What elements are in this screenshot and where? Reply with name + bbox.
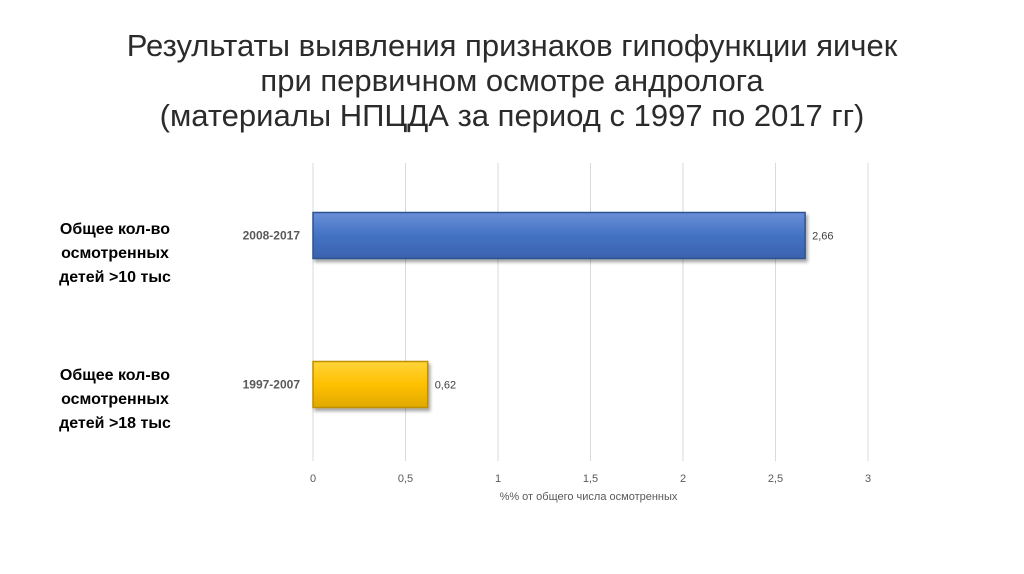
title-line-2: при первичном осмотре андролога bbox=[260, 63, 764, 98]
x-tick-label: 1,5 bbox=[583, 473, 598, 485]
x-tick-label: 0,5 bbox=[398, 473, 413, 485]
chart-title: Результаты выявления признаков гипофункц… bbox=[0, 28, 1024, 133]
x-tick-label: 2,5 bbox=[768, 473, 783, 485]
bars bbox=[312, 211, 806, 409]
title-line-1: Результаты выявления признаков гипофункц… bbox=[126, 28, 898, 63]
category-label: 1997-2007 bbox=[243, 378, 301, 392]
bar-2008-2017 bbox=[312, 211, 806, 260]
data-label: 0,62 bbox=[435, 380, 456, 392]
note-total-examined-2008-2017: Общее кол-во осмотренных детей >10 тыс bbox=[59, 221, 171, 286]
grid-lines bbox=[312, 163, 869, 461]
category-label: 2008-2017 bbox=[243, 229, 301, 243]
x-tick-label: 2 bbox=[680, 473, 686, 485]
title-line-3: (материалы НПЦДА за период с 1997 по 201… bbox=[159, 98, 865, 133]
x-axis-title: %% от общего числа осмотренных bbox=[500, 491, 678, 503]
bar-1997-2007 bbox=[312, 360, 429, 409]
labels: 0 0,5 1 1,5 2 2,5 3 %% от общего числа осмотрен… bbox=[243, 229, 871, 504]
x-tick-label: 1 bbox=[495, 473, 501, 485]
x-tick-label: 3 bbox=[865, 473, 871, 485]
data-label: 2,66 bbox=[812, 231, 833, 243]
note-total-examined-1997-2007: Общее кол-во осмотренных детей >18 тыс bbox=[59, 367, 171, 432]
x-tick-label: 0 bbox=[310, 473, 316, 485]
